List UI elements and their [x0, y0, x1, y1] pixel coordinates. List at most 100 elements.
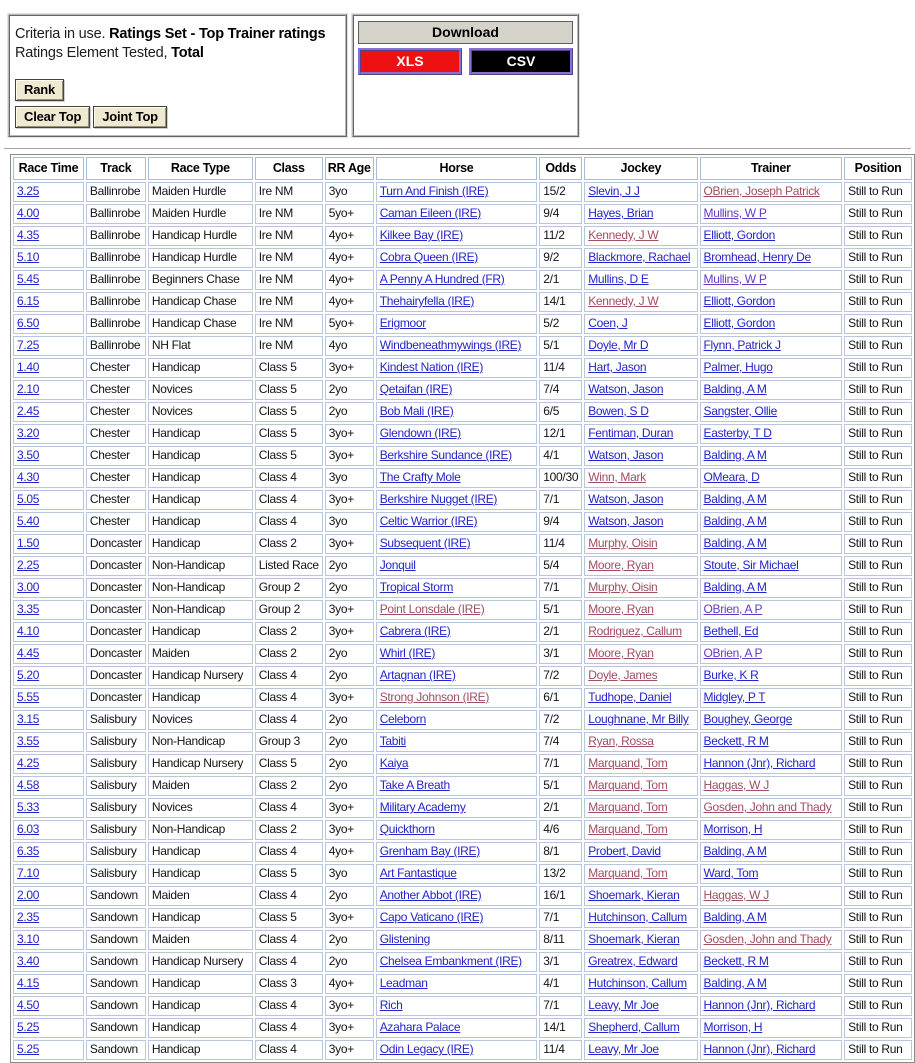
trainer-link[interactable]: OBrien, A P — [703, 646, 763, 660]
trainer-link[interactable]: Morrison, H — [703, 1020, 763, 1034]
horse-link[interactable]: Odin Legacy (IRE) — [379, 1042, 474, 1056]
trainer-link[interactable]: Morrison, H — [703, 822, 763, 836]
race-time-link[interactable]: 2.25 — [17, 558, 40, 572]
trainer-link[interactable]: Ward, Tom — [703, 866, 759, 880]
horse-link[interactable]: Turn And Finish (IRE) — [379, 184, 489, 198]
race-time-link[interactable]: 2.10 — [17, 382, 40, 396]
trainer-link[interactable]: Boughey, George — [703, 712, 793, 726]
trainer-link[interactable]: Midgley, P T — [703, 690, 766, 704]
jockey-link[interactable]: Watson, Jason — [588, 382, 664, 396]
jockey-link[interactable]: Probert, David — [588, 844, 661, 858]
jockey-link[interactable]: Watson, Jason — [588, 514, 664, 528]
horse-link[interactable]: Qetaifan (IRE) — [379, 382, 453, 396]
horse-link[interactable]: The Crafty Mole — [379, 470, 461, 484]
jockey-link[interactable]: Moore, Ryan — [588, 602, 654, 616]
jockey-link[interactable]: Rodriguez, Callum — [588, 624, 682, 638]
clear-top-button[interactable]: Clear Top — [15, 106, 91, 128]
horse-link[interactable]: Tabiti — [379, 734, 407, 748]
race-time-link[interactable]: 2.00 — [17, 888, 40, 902]
trainer-link[interactable]: Burke, K R — [703, 668, 759, 682]
horse-link[interactable]: Military Academy — [379, 800, 466, 814]
race-time-link[interactable]: 1.50 — [17, 536, 40, 550]
horse-link[interactable]: Jonquil — [379, 558, 416, 572]
trainer-link[interactable]: Elliott, Gordon — [703, 228, 776, 242]
jockey-link[interactable]: Greatrex, Edward — [588, 954, 678, 968]
race-time-link[interactable]: 3.55 — [17, 734, 40, 748]
race-time-link[interactable]: 3.25 — [17, 184, 40, 198]
joint-top-button[interactable]: Joint Top — [93, 106, 167, 128]
jockey-link[interactable]: Ryan, Rossa — [588, 734, 654, 748]
race-time-link[interactable]: 3.20 — [17, 426, 40, 440]
horse-link[interactable]: Kaiya — [379, 756, 409, 770]
trainer-link[interactable]: Bromhead, Henry De — [703, 250, 812, 264]
jockey-link[interactable]: Moore, Ryan — [588, 646, 654, 660]
jockey-link[interactable]: Hart, Jason — [588, 360, 647, 374]
jockey-link[interactable]: Marquand, Tom — [588, 756, 668, 770]
jockey-link[interactable]: Mullins, D E — [588, 272, 649, 286]
horse-link[interactable]: Strong Johnson (IRE) — [379, 690, 490, 704]
horse-link[interactable]: Kindest Nation (IRE) — [379, 360, 484, 374]
trainer-link[interactable]: Hannon (Jnr), Richard — [703, 1042, 816, 1056]
jockey-link[interactable]: Leavy, Mr Joe — [588, 998, 659, 1012]
race-time-link[interactable]: 4.58 — [17, 778, 40, 792]
horse-link[interactable]: Berkshire Nugget (IRE) — [379, 492, 498, 506]
race-time-link[interactable]: 5.10 — [17, 250, 40, 264]
trainer-link[interactable]: Elliott, Gordon — [703, 316, 776, 330]
race-time-link[interactable]: 5.05 — [17, 492, 40, 506]
trainer-link[interactable]: Balding, A M — [703, 910, 767, 924]
horse-link[interactable]: Cabrera (IRE) — [379, 624, 451, 638]
trainer-link[interactable]: Balding, A M — [703, 844, 767, 858]
race-time-link[interactable]: 4.35 — [17, 228, 40, 242]
jockey-link[interactable]: Kennedy, J W — [588, 294, 659, 308]
trainer-link[interactable]: Beckett, R M — [703, 734, 769, 748]
trainer-link[interactable]: Mullins, W P — [703, 272, 767, 286]
race-time-link[interactable]: 5.25 — [17, 1042, 40, 1056]
horse-link[interactable]: Rich — [379, 998, 403, 1012]
horse-link[interactable]: Grenham Bay (IRE) — [379, 844, 481, 858]
rank-button[interactable]: Rank — [15, 79, 64, 101]
race-time-link[interactable]: 6.35 — [17, 844, 40, 858]
race-time-link[interactable]: 3.35 — [17, 602, 40, 616]
horse-link[interactable]: Azahara Palace — [379, 1020, 461, 1034]
trainer-link[interactable]: Stoute, Sir Michael — [703, 558, 799, 572]
trainer-link[interactable]: Mullins, W P — [703, 206, 767, 220]
jockey-link[interactable]: Blackmore, Rachael — [588, 250, 691, 264]
horse-link[interactable]: Artagnan (IRE) — [379, 668, 456, 682]
jockey-link[interactable]: Marquand, Tom — [588, 778, 668, 792]
trainer-link[interactable]: Hannon (Jnr), Richard — [703, 998, 816, 1012]
race-time-link[interactable]: 3.10 — [17, 932, 40, 946]
horse-link[interactable]: Art Fantastique — [379, 866, 457, 880]
race-time-link[interactable]: 6.15 — [17, 294, 40, 308]
trainer-link[interactable]: Sangster, Ollie — [703, 404, 778, 418]
download-csv-button[interactable]: CSV — [469, 48, 573, 75]
race-time-link[interactable]: 7.25 — [17, 338, 40, 352]
horse-link[interactable]: Quickthorn — [379, 822, 435, 836]
horse-link[interactable]: Glistening — [379, 932, 431, 946]
trainer-link[interactable]: Palmer, Hugo — [703, 360, 773, 374]
jockey-link[interactable]: Murphy, Oisin — [588, 580, 658, 594]
horse-link[interactable]: A Penny A Hundred (FR) — [379, 272, 505, 286]
horse-link[interactable]: Whirl (IRE) — [379, 646, 436, 660]
race-time-link[interactable]: 7.10 — [17, 866, 40, 880]
horse-link[interactable]: Thehairyfella (IRE) — [379, 294, 475, 308]
horse-link[interactable]: Leadman — [379, 976, 428, 990]
horse-link[interactable]: Caman Eileen (IRE) — [379, 206, 482, 220]
trainer-link[interactable]: Balding, A M — [703, 514, 767, 528]
trainer-link[interactable]: Haggas, W J — [703, 888, 770, 902]
trainer-link[interactable]: Flynn, Patrick J — [703, 338, 782, 352]
jockey-link[interactable]: Kennedy, J W — [588, 228, 659, 242]
horse-link[interactable]: Celtic Warrior (IRE) — [379, 514, 478, 528]
jockey-link[interactable]: Bowen, S D — [588, 404, 649, 418]
horse-link[interactable]: Cobra Queen (IRE) — [379, 250, 479, 264]
horse-link[interactable]: Capo Vaticano (IRE) — [379, 910, 484, 924]
race-time-link[interactable]: 2.35 — [17, 910, 40, 924]
horse-link[interactable]: Windbeneathmywings (IRE) — [379, 338, 522, 352]
horse-link[interactable]: Another Abbot (IRE) — [379, 888, 482, 902]
horse-link[interactable]: Point Lonsdale (IRE) — [379, 602, 485, 616]
horse-link[interactable]: Bob Mali (IRE) — [379, 404, 454, 418]
trainer-link[interactable]: Haggas, W J — [703, 778, 770, 792]
jockey-link[interactable]: Doyle, Mr D — [588, 338, 649, 352]
race-time-link[interactable]: 5.25 — [17, 1020, 40, 1034]
trainer-link[interactable]: Gosden, John and Thady — [703, 932, 832, 946]
horse-link[interactable]: Celeborn — [379, 712, 427, 726]
